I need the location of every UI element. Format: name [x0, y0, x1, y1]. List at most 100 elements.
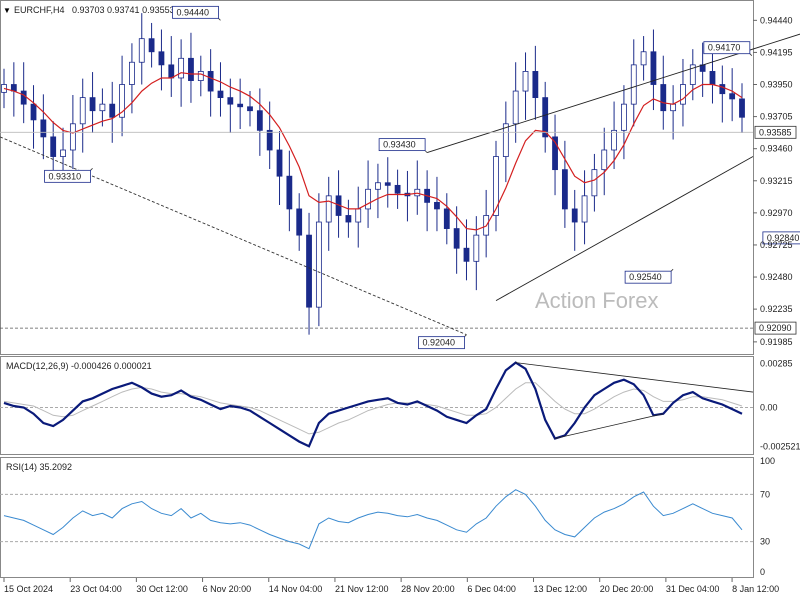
annotation-label: 0.92040 [422, 338, 455, 348]
watermark-text: Action Forex [535, 288, 659, 313]
moving-average-line [3, 72, 743, 231]
candle-body [463, 247, 470, 262]
candle-body [40, 119, 47, 138]
current-price-box [754, 125, 797, 139]
price-ytick-label: 0.94440 [760, 15, 793, 25]
price-panel-frame [0, 0, 754, 355]
chart-symbol: EURCHF,H4 [14, 5, 65, 15]
annotation-box [703, 41, 751, 55]
candle-body [60, 149, 66, 157]
price-ytick-label: 0.93705 [760, 112, 793, 122]
price-ytick-label: 0.93215 [760, 176, 793, 186]
annotation-label: 0.94440 [176, 7, 209, 17]
x-tick-label: 20 Dec 20:00 [600, 584, 654, 594]
candle-body [621, 103, 627, 131]
candle-body [473, 234, 480, 262]
rsi-ytick-label: 70 [760, 489, 770, 499]
candle-body [630, 64, 637, 105]
macd-lower-trendline [554, 413, 664, 439]
candle-body [571, 208, 578, 223]
price-ytick-label: 0.92480 [760, 272, 793, 282]
support-level-box [754, 321, 797, 335]
rsi-panel-frame [0, 457, 754, 578]
x-tick-label: 8 Jan 12:00 [732, 584, 779, 594]
x-tick-label: 15 Oct 2024 [4, 584, 53, 594]
candle-body [276, 149, 283, 177]
price-ytick-label: 0.92235 [760, 304, 793, 314]
candle-body [296, 208, 303, 236]
channel-lower-line [495, 156, 754, 302]
annotation-label: 0.92840 [767, 233, 800, 243]
candle-body [493, 156, 499, 216]
macd-ytick-label: 0.00 [760, 403, 778, 413]
rsi-title: RSI(14) 35.2092 [6, 462, 72, 472]
candle-body [375, 182, 381, 190]
candle-body [109, 103, 116, 118]
candle-body [384, 182, 391, 186]
candle-body [256, 110, 263, 131]
candle-body [591, 169, 598, 197]
candle-body [129, 61, 135, 85]
macd-main-line [3, 361, 743, 448]
candle-body [670, 103, 677, 112]
candle-body [434, 201, 440, 210]
candle-body [178, 57, 185, 79]
current-price-label: 0.93585 [759, 127, 792, 137]
macd-title: MACD(12,26,9) -0.000426 0.000021 [6, 361, 152, 371]
candle-body [414, 188, 421, 197]
candle-body [640, 51, 647, 66]
candle-body [188, 57, 194, 81]
price-ytick-label: 0.93460 [760, 144, 793, 154]
candle-body [601, 149, 608, 171]
candle-body [237, 103, 244, 108]
candle-body [355, 208, 362, 223]
candle-body [266, 129, 273, 151]
price-ytick-label: 0.94195 [760, 47, 793, 57]
candle-body [542, 97, 549, 138]
rsi-line [3, 489, 743, 550]
price-ytick-label: 0.92970 [760, 208, 793, 218]
annotation-label: 0.94170 [708, 43, 741, 53]
dashed-trend-line [0, 136, 467, 336]
x-tick-label: 28 Nov 20:00 [401, 584, 455, 594]
candle-body [611, 129, 617, 151]
candle-body [739, 98, 745, 118]
macd-signal-line [3, 382, 743, 435]
x-tick-label: 23 Oct 04:00 [70, 584, 122, 594]
candle-body [552, 136, 558, 171]
candle-body [197, 71, 204, 81]
annotation-label: 0.93430 [383, 140, 416, 150]
candle-body [207, 71, 214, 92]
candle-body [138, 38, 145, 63]
annotation-box [44, 169, 91, 183]
candle-body [522, 71, 529, 92]
annotation-box [378, 138, 426, 152]
candle-body [315, 221, 322, 308]
candle-body [709, 71, 716, 85]
candle-body [168, 64, 175, 79]
candle-body [89, 97, 96, 112]
price-ytick-label: 0.93950 [760, 80, 793, 90]
rsi-ytick-label: 30 [760, 537, 770, 547]
annotation-box [172, 5, 219, 19]
price-ytick-label: 0.91985 [760, 337, 793, 347]
candle-body [306, 234, 312, 308]
candle-body [512, 90, 519, 125]
candle-body [453, 228, 460, 249]
channel-upper-line [426, 33, 800, 154]
candle-body [502, 123, 509, 157]
candle-body [394, 184, 401, 194]
candle-body [247, 106, 253, 112]
candle-body [680, 84, 686, 105]
annotation-label: 0.93310 [49, 171, 82, 181]
chart-header-triangle: ▼ [3, 6, 11, 15]
candle-body [158, 51, 165, 66]
annotation-box [762, 231, 800, 245]
candle-body [660, 84, 667, 112]
macd-ytick-label: -0.002521 [760, 442, 800, 452]
candle-body [729, 93, 736, 100]
candle-body [719, 84, 726, 95]
macd-ytick-label: 0.00285 [760, 358, 793, 368]
candle-body [286, 175, 293, 210]
